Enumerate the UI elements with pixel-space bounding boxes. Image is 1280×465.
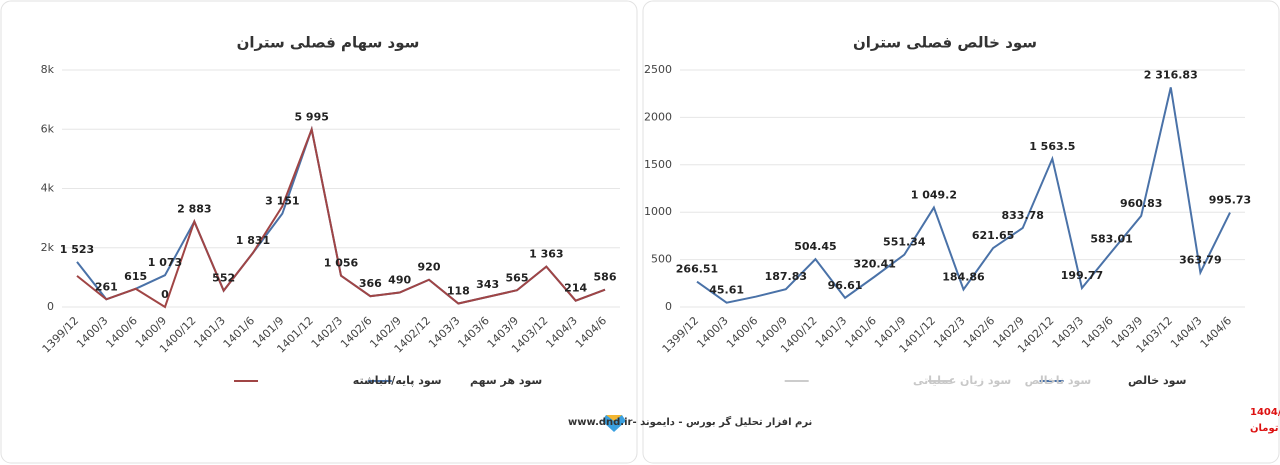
chart-title: سود سهام فصلی ستران	[237, 34, 420, 52]
data-label: 118	[447, 285, 470, 298]
data-label: 833.78	[1001, 209, 1043, 222]
y-tick-label: 1500	[644, 158, 672, 171]
legend-label: سود هر سهم	[470, 374, 542, 387]
chart-title: سود خالص فصلی ستران	[853, 34, 1037, 52]
y-tick-label: 2000	[644, 110, 672, 123]
data-label: 261	[95, 280, 118, 293]
data-label: 3 151	[265, 195, 299, 208]
data-label: 343	[476, 278, 499, 291]
y-tick-label: 1000	[644, 205, 672, 218]
panel	[0, 0, 638, 464]
data-label: 1 049.2	[911, 189, 957, 202]
data-label: 1 056	[324, 257, 359, 270]
data-label: 1 523	[60, 243, 94, 256]
data-label: 995.73	[1209, 194, 1251, 207]
data-label: 5 995	[294, 110, 328, 123]
data-label: 363.79	[1179, 254, 1221, 267]
y-tick-label: 4k	[41, 182, 55, 195]
data-label: 565	[506, 271, 529, 284]
data-label: 2 316.83	[1144, 68, 1198, 81]
data-label: 621.65	[972, 229, 1014, 242]
note: * تمام قیمت میلیارد تومان	[1250, 423, 1280, 434]
data-label: 552	[212, 272, 235, 285]
line	[696, 87, 1231, 304]
data-label: 960.83	[1120, 197, 1162, 210]
y-tick-label: 2500	[644, 63, 672, 76]
y-tick-label: 500	[651, 253, 672, 266]
y-tick-label: 8k	[41, 63, 55, 76]
data-label: 615	[124, 270, 147, 283]
data-label: 0	[161, 288, 169, 301]
data-label: 187.83	[765, 270, 807, 283]
logo	[602, 415, 626, 432]
data-label: 920	[418, 261, 441, 274]
data-label: 1 563.5	[1029, 140, 1075, 153]
line	[76, 125, 606, 309]
legend-label: سود پایه/انباشته	[353, 374, 442, 387]
data-label: 266.51	[676, 263, 718, 276]
y-tick-label: 2k	[41, 241, 55, 254]
footer-text: نرم افزار تحلیل گر بورس - دایموند -www.d…	[568, 415, 812, 428]
legend-label: سود ناخالص	[1025, 374, 1092, 387]
data-label: 2 883	[177, 203, 211, 216]
data-label: 45.61	[709, 284, 744, 297]
data-label: 320.41	[853, 258, 895, 271]
y-tick-label: 6k	[41, 122, 55, 135]
data-label: 586	[594, 271, 617, 284]
panel	[642, 0, 1280, 464]
data-label: 490	[388, 273, 411, 286]
y-tick-label: 0	[47, 300, 54, 313]
data-label: 184.86	[942, 270, 985, 283]
data-label: 96.61	[828, 279, 863, 292]
data-label: 583.01	[1090, 233, 1132, 246]
legend-label: سود زیان عملیاتی	[913, 374, 1011, 387]
data-label: 504.45	[794, 240, 836, 253]
y-tick-label: 0	[665, 300, 672, 313]
data-label: 1 073	[148, 256, 182, 269]
data-label: 366	[359, 277, 382, 290]
data-label: 1 363	[529, 248, 563, 261]
note: * سال مالی 1404/12/29	[1250, 407, 1280, 418]
legend-label: سود خالص	[1128, 374, 1186, 387]
data-label: 551.34	[883, 236, 926, 249]
data-label: 214	[564, 282, 587, 295]
data-label: 199.77	[1061, 269, 1103, 282]
data-label: 1 831	[236, 234, 270, 247]
